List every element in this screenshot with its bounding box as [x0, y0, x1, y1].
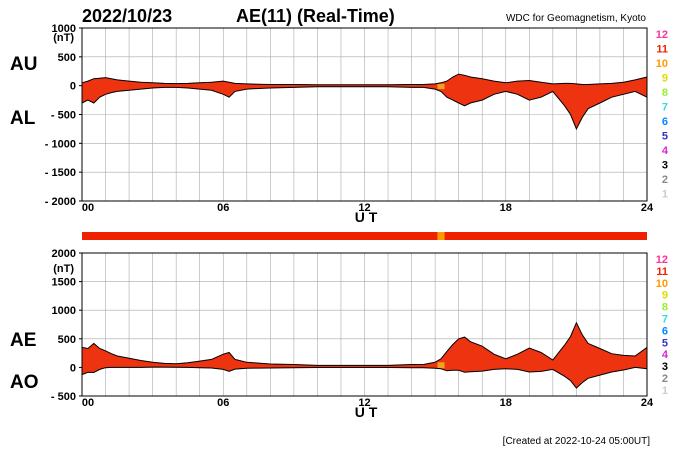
station-legend-item: 6 [662, 116, 668, 128]
ae-ao-y-tick-label: 1500 [52, 277, 76, 289]
ae-ao-y-tick-label: 2000 [52, 248, 76, 260]
station-legend-item: 10 [656, 58, 668, 70]
ae-ao-lines [81, 321, 648, 389]
ae-ao-y-tick-label: 1000 [52, 305, 76, 317]
au-al-y-tick-label: 1000 [52, 23, 76, 35]
station-legend-top: 12 11 10 9 8 7 6 5 4 3 2 1 [656, 29, 669, 201]
au-al-y-ticks: 1000 500 0 - 500 - 1000 - 1500 - 2000 [45, 23, 82, 208]
station-legend-item: 9 [662, 290, 668, 302]
source-label: WDC for Geomagnetism, Kyoto [506, 13, 646, 24]
au-al-y-tick-label: 0 [70, 81, 76, 93]
station-bar-segment [82, 232, 438, 240]
au-al-x-tick-label: 00 [82, 202, 94, 214]
station-legend-item: 1 [662, 189, 668, 201]
station-legend-item: 5 [662, 337, 668, 349]
au-al-au-line [81, 73, 648, 86]
station-legend-item: 6 [662, 325, 668, 337]
station-legend-item: 9 [662, 73, 668, 85]
station-legend-item: 3 [662, 361, 668, 373]
station-count-bar [82, 232, 647, 240]
chart-title: AE(11) (Real-Time) [236, 6, 395, 26]
ae-ao-y-tick-label: - 500 [51, 391, 76, 403]
ae-label: AE [10, 330, 36, 351]
station-legend-item: 8 [662, 302, 668, 314]
au-al-al-line [81, 86, 648, 131]
created-stamp: [Created at 2022-10-24 05:00UT] [503, 436, 651, 447]
ae-ao-y-tick-label: 0 [70, 362, 76, 374]
ae-ao-x-tick-label: 12 [358, 397, 370, 409]
au-al-highlight [437, 83, 445, 90]
station-legend-item: 1 [662, 385, 668, 397]
ae-ao-x-ticks: 00 06 12 18 24 [82, 397, 654, 409]
au-al-unit: (nT) [53, 32, 74, 44]
station-legend-item: 2 [662, 373, 668, 385]
ae-ao-panel: 2000 1500 1000 500 0 - 500 00 06 12 18 24 (nT) AE… [10, 248, 654, 420]
au-label: AU [10, 54, 37, 75]
ae-ao-xlabel: U T [355, 404, 378, 420]
ae-ao-ae-line [81, 321, 648, 366]
al-label: AL [10, 108, 36, 129]
ae-ao-frame [81, 252, 648, 397]
station-legend-item: 12 [656, 254, 668, 266]
ae-ao-x-tick-label: 00 [82, 397, 94, 409]
ae-ao-ao-line [81, 366, 648, 389]
au-al-y-tick-label: - 1000 [45, 138, 76, 150]
au-al-x-tick-label: 06 [217, 202, 229, 214]
au-al-y-tick-label: - 2000 [45, 196, 76, 208]
au-al-x-tick-label: 18 [500, 202, 512, 214]
ae-ao-y-tick-label: 500 [58, 334, 76, 346]
ae-ao-x-tick-label: 24 [641, 397, 654, 409]
station-legend-item: 11 [656, 266, 668, 278]
station-legend-item: 8 [662, 87, 668, 99]
au-al-x-tick-label: 24 [641, 202, 654, 214]
ae-ao-highlight [437, 362, 445, 369]
au-al-xlabel: U T [355, 209, 378, 225]
ae-ao-x-tick-label: 18 [500, 397, 512, 409]
au-al-y-tick-label: - 500 [51, 110, 76, 122]
station-bar-segment [444, 232, 647, 240]
au-al-x-tick-label: 12 [358, 202, 370, 214]
station-legend-item: 3 [662, 160, 668, 172]
au-al-y-tick-label: 500 [58, 52, 76, 64]
au-al-grid [82, 28, 647, 201]
au-al-fill [82, 74, 647, 129]
station-legend-item: 10 [656, 278, 668, 290]
station-legend-item: 11 [656, 44, 668, 56]
au-al-y-tick-label: - 1500 [45, 167, 76, 179]
station-legend-item: 5 [662, 131, 668, 143]
date-label: 2022/10/23 [82, 6, 172, 26]
station-legend-item: 7 [662, 314, 668, 326]
station-legend-item: 2 [662, 174, 668, 186]
station-legend-item: 4 [662, 145, 669, 157]
ae-ao-band [82, 322, 647, 388]
ao-label: AO [10, 372, 39, 393]
ae-ao-unit: (nT) [53, 263, 74, 275]
au-al-panel: 1000 500 0 - 500 - 1000 - 1500 - 2000 00 06 12 18… [10, 23, 654, 225]
ae-ao-fill [82, 322, 647, 388]
au-al-x-ticks: 00 06 12 18 24 [82, 202, 654, 214]
station-legend-item: 7 [662, 102, 668, 114]
au-al-lines [81, 73, 648, 131]
ae-ao-y-ticks: 2000 1500 1000 500 0 - 500 [51, 248, 82, 403]
station-legend-item: 4 [662, 349, 669, 361]
station-bar-segment [437, 232, 445, 240]
ae-ao-x-tick-label: 06 [217, 397, 229, 409]
au-al-band [82, 74, 647, 129]
station-legend-item: 12 [656, 29, 668, 41]
